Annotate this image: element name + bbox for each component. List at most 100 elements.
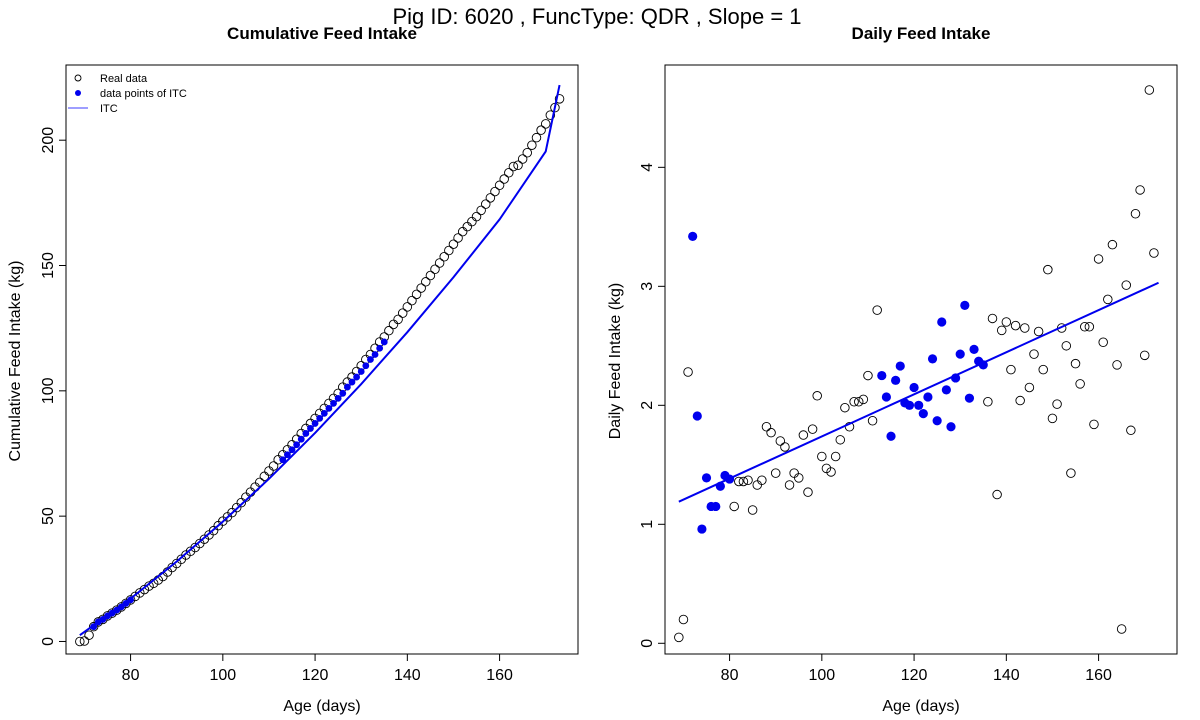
real-data-point <box>1116 624 1127 634</box>
real-data-point <box>1126 425 1136 436</box>
real-data-point <box>397 308 408 318</box>
figure-title: Pig ID: 6020 , FuncType: QDR , Slope = 1 <box>392 4 801 29</box>
itc-data-point <box>367 356 374 363</box>
real-data-point <box>794 473 804 483</box>
real-data-point <box>858 394 869 405</box>
itc-data-point <box>697 524 707 534</box>
itc-data-point <box>960 300 970 310</box>
real-data-point <box>807 424 818 434</box>
real-data-point <box>402 302 413 312</box>
itc-data-point <box>339 389 347 397</box>
real-data-point <box>1052 399 1062 409</box>
itc-data-point <box>711 501 721 512</box>
itc-data-point <box>946 422 956 432</box>
x-tick-label: 120 <box>302 667 329 684</box>
real-data-point <box>430 264 440 275</box>
itc-data-point <box>886 431 896 441</box>
real-data-point <box>1075 379 1085 389</box>
itc-data-point <box>688 231 698 241</box>
itc-data-point <box>311 420 319 427</box>
real-data-point <box>434 258 445 268</box>
daily-feed-intake-panel: Daily Feed Intake Age (days) Daily Feed … <box>607 24 1178 715</box>
real-data-point <box>384 325 394 336</box>
real-data-point <box>536 125 546 135</box>
itc-data-point <box>348 378 356 386</box>
real-data-point <box>992 489 1002 500</box>
legend-symbol <box>74 74 82 82</box>
axes: 80 100 120 140 160 0 1 2 3 4 <box>639 163 1112 684</box>
real-data-point <box>84 630 94 640</box>
itc-data-point <box>362 362 370 370</box>
itc-data-point <box>909 382 919 393</box>
real-data-point <box>416 283 426 293</box>
real-data-point <box>678 614 689 625</box>
real-data-point <box>817 451 827 462</box>
y-tick-label: 50 <box>40 507 57 525</box>
real-data-point <box>545 110 556 120</box>
data-marks <box>674 85 1159 643</box>
real-data-point <box>853 396 864 407</box>
real-data-point <box>757 475 767 486</box>
chart-title: Daily Feed Intake <box>852 24 991 43</box>
itc-data-point <box>923 392 933 402</box>
itc-data-point <box>692 411 702 421</box>
real-data-point <box>872 305 882 315</box>
real-data-point <box>1038 364 1048 375</box>
real-data-point <box>996 325 1007 336</box>
real-data-point <box>421 277 431 287</box>
real-data-point <box>766 427 776 438</box>
itc-line <box>678 281 1159 503</box>
itc-data-point <box>904 400 915 410</box>
x-tick-label: 80 <box>721 667 739 684</box>
real-data-point <box>1066 468 1076 478</box>
x-tick-label: 160 <box>1085 667 1112 684</box>
real-data-point <box>508 161 519 172</box>
legend-label: Real data <box>100 73 148 85</box>
real-data-point <box>448 239 459 249</box>
real-data-point <box>499 174 509 184</box>
itc-data-point <box>302 430 310 437</box>
y-tick-label: 0 <box>639 639 656 648</box>
real-data-point <box>752 480 763 490</box>
real-data-point <box>867 416 878 426</box>
real-data-point <box>75 636 85 647</box>
itc-data-point <box>293 441 301 449</box>
real-data-point <box>983 396 993 407</box>
real-data-point <box>1139 350 1150 361</box>
real-data-point <box>1070 358 1081 369</box>
y-tick-label: 2 <box>639 401 656 410</box>
itc-data-point <box>927 354 938 364</box>
itc-data-point <box>307 425 314 432</box>
real-data-point <box>1103 294 1113 305</box>
legend-label: ITC <box>100 103 118 115</box>
real-data-point <box>504 168 514 178</box>
real-data-point <box>747 505 758 515</box>
x-axis-label: Age (days) <box>882 698 959 715</box>
legend-symbol <box>75 90 81 96</box>
real-data-point <box>803 487 813 497</box>
y-tick-label: 3 <box>639 282 656 291</box>
real-data-point <box>849 396 859 407</box>
legend: Real data data points of ITC ITC <box>68 73 187 115</box>
x-axis-label: Age (days) <box>283 698 360 715</box>
itc-data-point <box>357 368 365 375</box>
y-axis-label: Daily Feed Intake (kg) <box>607 283 624 440</box>
real-data-point <box>775 436 786 446</box>
x-tick-label: 140 <box>993 667 1020 684</box>
real-data-point <box>784 480 795 490</box>
real-data-point <box>1093 254 1104 264</box>
real-data-point <box>1001 317 1012 327</box>
itc-data-point <box>932 416 942 426</box>
x-tick-label: 160 <box>486 667 513 684</box>
real-data-point <box>830 451 841 462</box>
itc-data-point <box>279 456 287 464</box>
real-data-point <box>743 475 753 486</box>
real-data-point <box>835 435 846 445</box>
itc-data-point <box>918 409 928 419</box>
real-data-point <box>453 233 463 243</box>
itc-data-point <box>380 338 388 346</box>
real-data-point <box>476 205 486 216</box>
itc-data-point <box>881 392 892 402</box>
real-data-point <box>517 154 528 164</box>
real-data-point <box>1029 349 1039 359</box>
